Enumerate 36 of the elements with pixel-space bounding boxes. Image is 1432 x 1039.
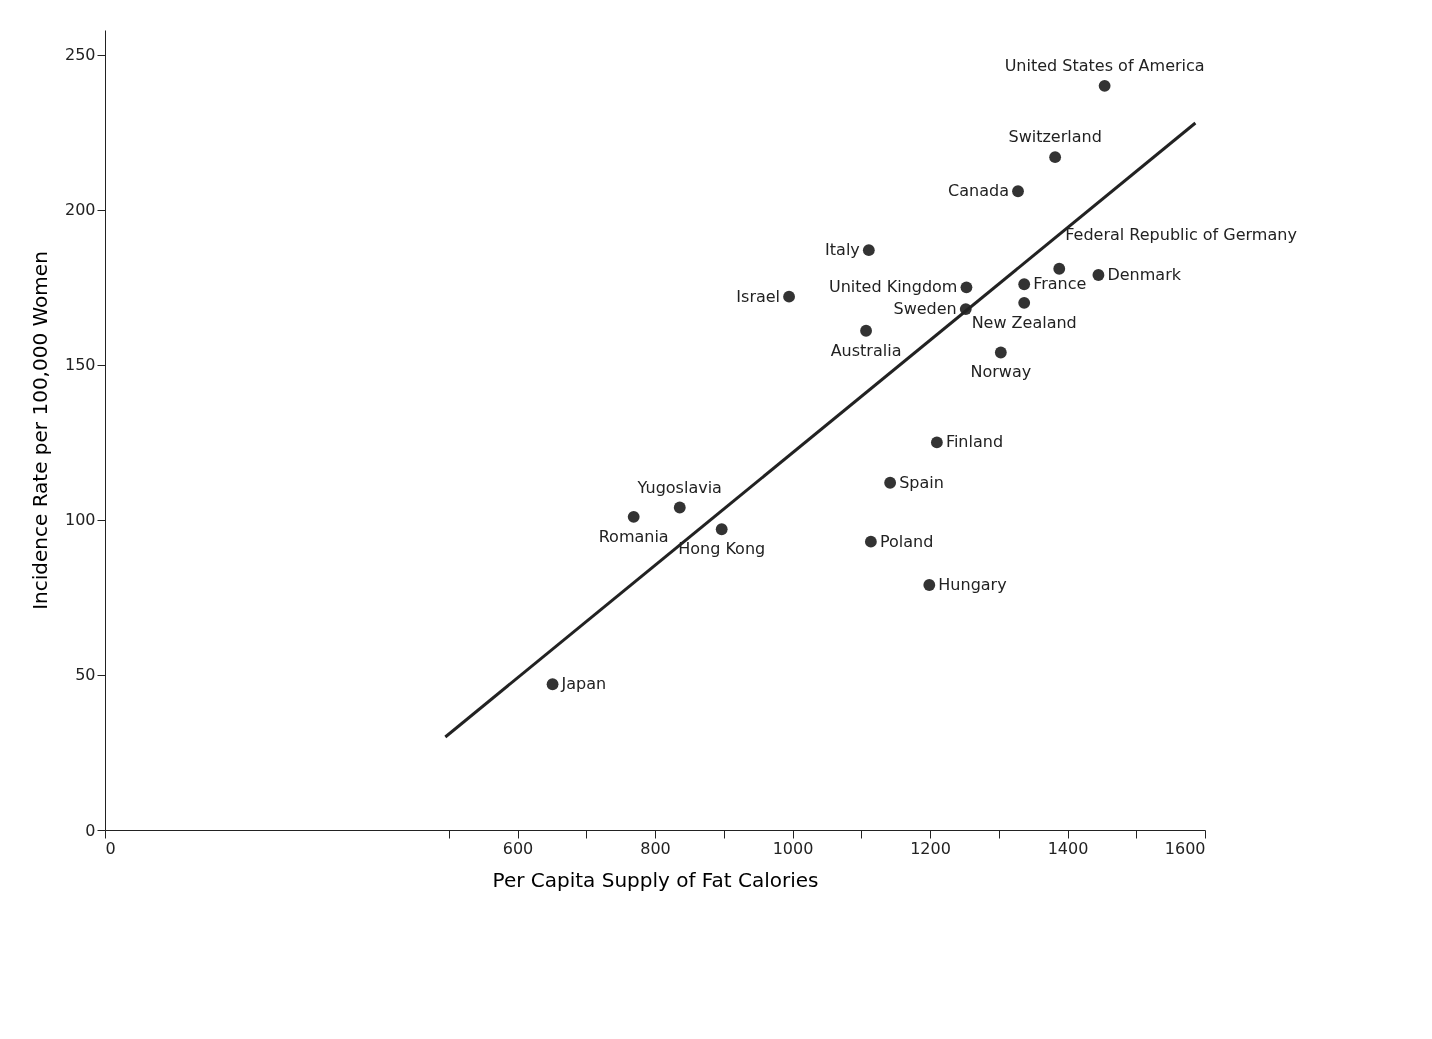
x-tick-label: 1600 — [1164, 838, 1206, 858]
annotation: Switzerland — [1008, 127, 1102, 147]
annotation: Romania — [598, 526, 669, 546]
annotation: Japan — [560, 674, 607, 694]
annotation: Hong Kong — [678, 539, 766, 559]
annotation: Norway — [970, 362, 1032, 382]
y-tick-label: 100 — [64, 510, 96, 530]
annotation: Hungary — [938, 575, 1007, 595]
annotation: New Zealand — [971, 312, 1077, 332]
annotation: Canada — [948, 181, 1009, 201]
x-axis-title: Per Capita Supply of Fat Calories — [492, 867, 819, 892]
y-tick-label: 250 — [64, 45, 96, 65]
annotation: United Kingdom — [829, 277, 958, 297]
y-tick-label: 0 — [85, 820, 96, 840]
annotation: Poland — [879, 531, 934, 551]
y-tick-label: 200 — [64, 200, 96, 220]
y-tick-label: 50 — [75, 665, 96, 685]
annotation: United States of America — [1004, 55, 1205, 75]
annotation: France — [1033, 274, 1087, 294]
annotation: Israel — [736, 286, 781, 306]
y-axis-title: Incidence Rate per 100,000 Women — [27, 251, 52, 610]
annotation: Sweden — [893, 299, 957, 319]
annotation: Italy — [825, 240, 860, 260]
annotation: Australia — [830, 340, 902, 360]
x-tick-label: 800 — [640, 838, 671, 858]
annotation: Denmark — [1107, 264, 1182, 284]
x-tick-label: 0 — [105, 838, 116, 858]
x-tick-label: 1200 — [910, 838, 951, 858]
annotation: Federal Republic of Germany — [1065, 224, 1297, 244]
y-tick-label: 150 — [64, 355, 96, 375]
x-tick-label: 1400 — [1047, 838, 1089, 858]
annotation: Spain — [899, 472, 944, 492]
annotation: Yugoslavia — [636, 477, 722, 497]
x-tick-label: 600 — [502, 838, 534, 858]
annotation: Finland — [945, 432, 1004, 452]
x-tick-label: 1000 — [772, 838, 814, 858]
